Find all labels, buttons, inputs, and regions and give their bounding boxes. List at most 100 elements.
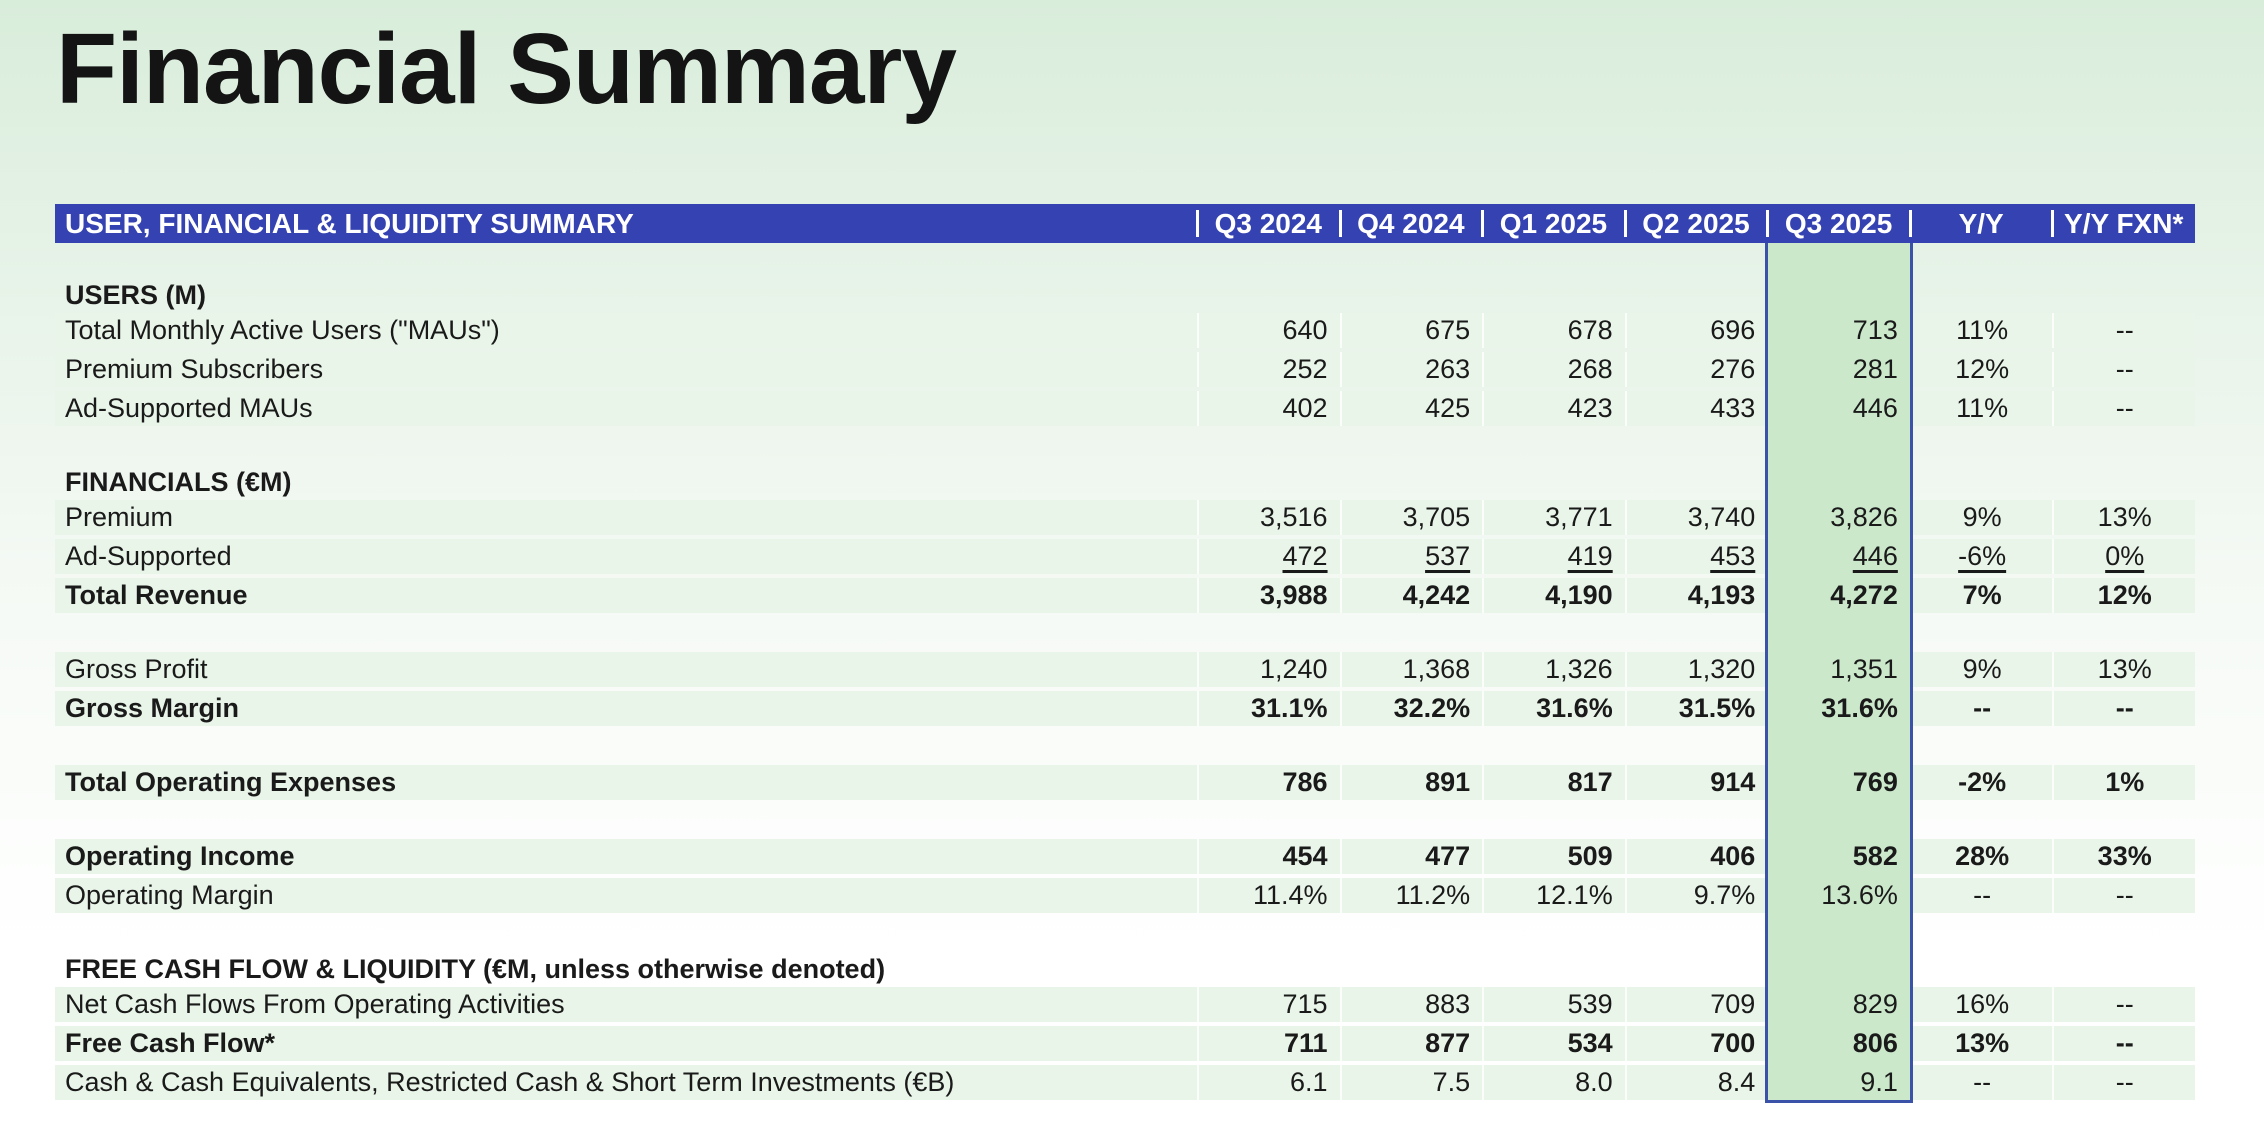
cell-y-y: --	[1909, 878, 2053, 913]
cell-y-y-fxn: --	[2052, 352, 2195, 387]
data-row: Free Cash Flow* 711 877 534 700 806 13% --	[55, 1026, 2195, 1065]
table-header-row: USER, FINANCIAL & LIQUIDITY SUMMARY Q3 2…	[55, 204, 2195, 243]
row-label: Total Operating Expenses	[55, 765, 1197, 800]
cell-q4-2024: 1,368	[1339, 652, 1483, 687]
cell-y-y: 11%	[1909, 313, 2053, 348]
cell-q3-2025: 9.1	[1767, 1065, 1910, 1100]
row-label: Ad-Supported MAUs	[55, 391, 1197, 426]
cell-q2-2025: 3,740	[1624, 500, 1768, 535]
data-row: Ad-Supported MAUs 402 425 423 433 446 11% --	[55, 391, 2195, 430]
column-header-q4-2024: Q4 2024	[1338, 204, 1483, 243]
data-row: Total Operating Expenses 786 891 817 914 769-…	[55, 765, 2195, 804]
cell-y-y-fxn: --	[2052, 1026, 2195, 1061]
cell-q4-2024: 32.2%	[1339, 691, 1483, 726]
spacer-row	[55, 617, 2195, 652]
cell-q3-2025: 281	[1767, 352, 1910, 387]
cell-q1-2025: 423	[1482, 391, 1625, 426]
row-label: Free Cash Flow*	[55, 1026, 1197, 1061]
row-label: Operating Margin	[55, 878, 1197, 913]
row-label: FINANCIALS (€M)	[65, 467, 292, 497]
data-row: Operating Income 454 477 509 406 582 28% 33%	[55, 839, 2195, 878]
row-label: Cash & Cash Equivalents, Restricted Cash…	[55, 1065, 1197, 1100]
cell-q4-2024: 877	[1339, 1026, 1483, 1061]
cell-q3-2025: 829	[1767, 987, 1910, 1022]
spacer-row	[55, 430, 2195, 465]
cell-y-y-fxn: 0%	[2052, 539, 2195, 574]
data-row: Gross Profit 1,240 1,368 1,326 1,320 1,351 9% 1…	[55, 652, 2195, 691]
data-row: Premium Subscribers 252 263 268 276 281 12% --	[55, 352, 2195, 391]
financial-summary-table: USER, FINANCIAL & LIQUIDITY SUMMARY Q3 2…	[55, 204, 2195, 1104]
cell-q4-2024: 3,705	[1339, 500, 1483, 535]
cell-q4-2024: 425	[1339, 391, 1483, 426]
table-header-title: USER, FINANCIAL & LIQUIDITY SUMMARY	[65, 208, 634, 239]
row-label: Premium	[55, 500, 1197, 535]
cell-q4-2024: 11.2%	[1339, 878, 1483, 913]
cell-y-y-fxn: 33%	[2052, 839, 2195, 874]
cell-q3-2025: 13.6%	[1767, 878, 1910, 913]
cell-q1-2025: 817	[1482, 765, 1625, 800]
data-row: Total Revenue 3,988 4,242 4,190 4,193 4,272 7%…	[55, 578, 2195, 617]
column-header-q1-2025: Q1 2025	[1481, 204, 1625, 243]
spacer-row	[55, 243, 2195, 278]
cell-q3-2025: 4,272	[1767, 578, 1910, 613]
cell-q2-2025: 9.7%	[1624, 878, 1768, 913]
cell-y-y-fxn: --	[2052, 313, 2195, 348]
cell-y-y-fxn: 12%	[2052, 578, 2195, 613]
data-row: Total Monthly Active Users ("MAUs") 640 67…	[55, 313, 2195, 352]
cell-q3-2025: 713	[1767, 313, 1910, 348]
cell-q2-2025: 1,320	[1624, 652, 1768, 687]
spacer-row	[55, 917, 2195, 952]
cell-q1-2025: 12.1%	[1482, 878, 1625, 913]
cell-y-y-fxn: --	[2052, 878, 2195, 913]
cell-q3-2024: 454	[1197, 839, 1340, 874]
section-header-row: FINANCIALS (€M)	[55, 465, 2195, 500]
row-label: Gross Profit	[55, 652, 1197, 687]
cell-q3-2024: 1,240	[1197, 652, 1340, 687]
cell-q1-2025: 539	[1482, 987, 1625, 1022]
row-label: FREE CASH FLOW & LIQUIDITY (€M, unless o…	[65, 954, 886, 984]
cell-q1-2025: 3,771	[1482, 500, 1625, 535]
row-label: Total Revenue	[55, 578, 1197, 613]
cell-y-y: 7%	[1909, 578, 2053, 613]
cell-q3-2024: 786	[1197, 765, 1340, 800]
data-row: Operating Margin 11.4% 11.2% 12.1% 9.7% 13.6%…	[55, 878, 2195, 917]
cell-q3-2024: 252	[1197, 352, 1340, 387]
cell-y-y-fxn: 13%	[2052, 500, 2195, 535]
cell-y-y: 9%	[1909, 500, 2053, 535]
cell-q4-2024: 883	[1339, 987, 1483, 1022]
cell-q3-2024: 6.1	[1197, 1065, 1340, 1100]
row-label: Net Cash Flows From Operating Activities	[55, 987, 1197, 1022]
cell-q4-2024: 477	[1339, 839, 1483, 874]
column-header-q3-2024: Q3 2024	[1196, 204, 1340, 243]
row-label: Gross Margin	[55, 691, 1197, 726]
cell-q3-2024: 715	[1197, 987, 1340, 1022]
cell-q2-2025: 433	[1624, 391, 1768, 426]
cell-q2-2025: 696	[1624, 313, 1768, 348]
cell-q4-2024: 891	[1339, 765, 1483, 800]
cell-q1-2025: 8.0	[1482, 1065, 1625, 1100]
cell-q1-2025: 268	[1482, 352, 1625, 387]
data-row: Gross Margin 31.1% 32.2% 31.6% 31.5% 31.6% -- -…	[55, 691, 2195, 730]
cell-q2-2025: 4,193	[1624, 578, 1768, 613]
cell-q2-2025: 31.5%	[1624, 691, 1768, 726]
row-label: Operating Income	[55, 839, 1197, 874]
cell-q3-2025: 582	[1767, 839, 1910, 874]
data-row: Cash & Cash Equivalents, Restricted Cash…	[55, 1065, 2195, 1104]
cell-q2-2025: 700	[1624, 1026, 1768, 1061]
cell-q4-2024: 263	[1339, 352, 1483, 387]
cell-y-y-fxn: --	[2052, 691, 2195, 726]
cell-y-y: --	[1909, 691, 2053, 726]
row-label: Ad-Supported	[55, 539, 1197, 574]
cell-q4-2024: 7.5	[1339, 1065, 1483, 1100]
cell-y-y-fxn: --	[2052, 1065, 2195, 1100]
cell-q1-2025: 419	[1482, 539, 1625, 574]
cell-q3-2024: 31.1%	[1197, 691, 1340, 726]
spacer-row	[55, 730, 2195, 765]
cell-y-y: -2%	[1909, 765, 2053, 800]
cell-q3-2024: 711	[1197, 1026, 1340, 1061]
data-row: Premium 3,516 3,705 3,771 3,740 3,826 9% 13%	[55, 500, 2195, 539]
row-label: Premium Subscribers	[55, 352, 1197, 387]
spacer-row	[55, 804, 2195, 839]
cell-q3-2024: 11.4%	[1197, 878, 1340, 913]
